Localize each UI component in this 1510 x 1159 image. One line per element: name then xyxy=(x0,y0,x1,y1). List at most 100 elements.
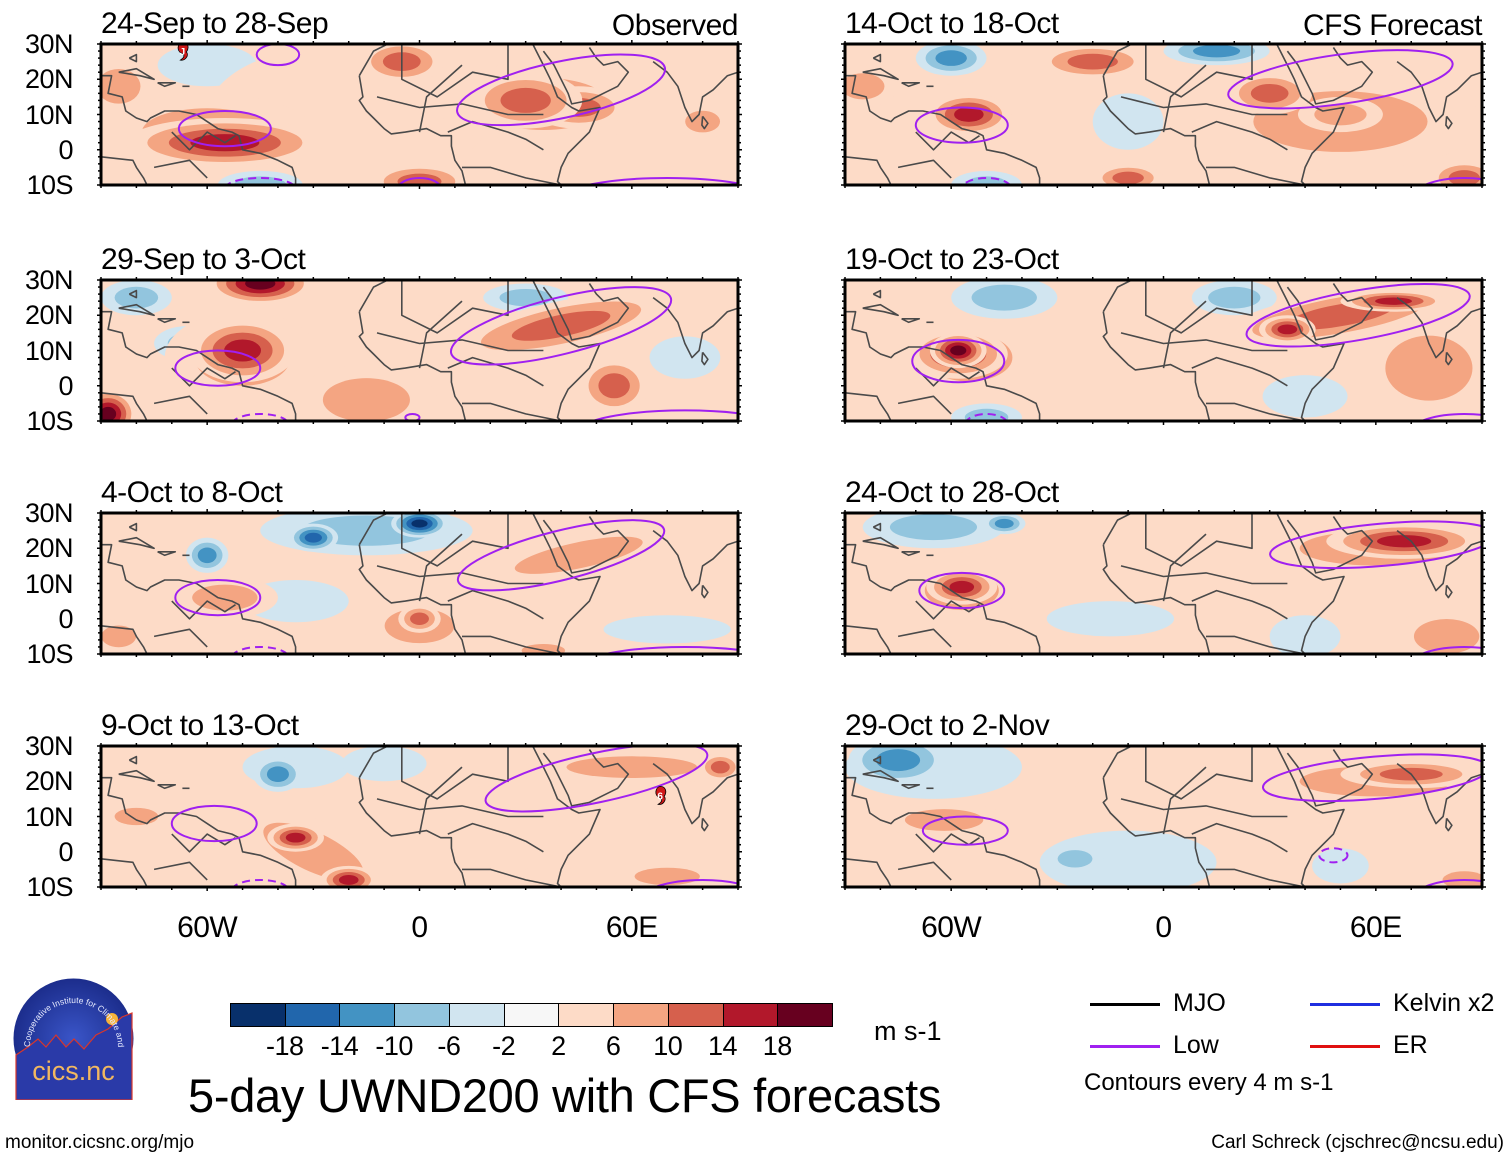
coastline xyxy=(872,53,882,63)
legend-label: Low xyxy=(1173,1031,1219,1059)
coastline xyxy=(1102,544,1211,654)
anomaly-blob xyxy=(521,643,566,654)
anomaly-blob xyxy=(1377,535,1432,548)
x-tick-label: 0 xyxy=(1155,911,1172,944)
low-contour-positive xyxy=(1262,753,1482,802)
anomaly-blob xyxy=(341,746,427,782)
coastline xyxy=(128,755,138,765)
legend-line-kelvin-x2 xyxy=(1310,1003,1380,1006)
coastline xyxy=(153,395,208,415)
anomaly-blob xyxy=(1208,286,1261,309)
panel-title: 19-Oct to 23-Oct xyxy=(845,243,1059,276)
coastline xyxy=(542,47,630,105)
svg-text:6: 6 xyxy=(657,791,663,802)
low-contour-positive xyxy=(583,176,738,185)
coastline xyxy=(1206,868,1306,887)
y-tick-label: 0 xyxy=(58,134,73,165)
anomaly-blob xyxy=(511,310,611,341)
coastline xyxy=(101,310,297,421)
coastline xyxy=(872,755,882,765)
anomaly-blob xyxy=(950,345,967,356)
svg-text:J: J xyxy=(180,47,186,58)
low-contour-negative xyxy=(232,645,289,654)
y-tick-label: 10S xyxy=(26,872,73,902)
coastline xyxy=(447,589,544,620)
coastline xyxy=(418,64,463,133)
coastline xyxy=(1396,762,1482,825)
coastline xyxy=(1191,589,1288,620)
anomaly-blob xyxy=(1046,601,1175,637)
coastline xyxy=(1275,746,1345,887)
coastline xyxy=(157,783,177,790)
colorbar-swatch xyxy=(558,1003,615,1027)
coastline xyxy=(1286,749,1374,807)
low-contour-positive xyxy=(1419,412,1482,421)
panel-tag: CFS Forecast xyxy=(1302,9,1483,42)
anomaly-blob xyxy=(598,373,630,399)
low-contour-positive xyxy=(456,519,666,592)
coastline xyxy=(418,533,463,602)
coastline xyxy=(171,600,236,620)
anomaly-blob xyxy=(266,766,289,783)
anomaly-blob xyxy=(197,547,217,564)
coastline xyxy=(652,529,738,592)
coastline xyxy=(1286,47,1374,105)
coastline xyxy=(376,96,544,116)
coastline xyxy=(358,280,389,313)
footer-url[interactable]: monitor.cicsnc.org/mjo xyxy=(5,1132,195,1153)
low-contour-positive xyxy=(921,815,1009,846)
low-contour-positive xyxy=(404,412,421,421)
colorbar-swatch xyxy=(230,1003,286,1027)
colorbar-swatch xyxy=(339,1003,396,1027)
anomaly-blob xyxy=(935,50,967,66)
coastline xyxy=(400,513,509,567)
anomaly-blob xyxy=(1269,615,1341,654)
coastline xyxy=(128,522,138,532)
coastline xyxy=(358,544,467,654)
anomaly-blob xyxy=(304,532,322,543)
y-tick-label: 10S xyxy=(26,639,73,669)
coastline xyxy=(118,303,155,317)
coastline xyxy=(101,625,148,654)
y-tick-label: 10N xyxy=(24,335,74,366)
coastline xyxy=(171,367,236,387)
cics-logo: Cooperative Institute for Climate and Sa… xyxy=(9,969,135,1101)
coastline xyxy=(901,783,921,790)
y-tick-label: 10S xyxy=(26,170,73,200)
coastline xyxy=(101,776,297,887)
anomaly-blob xyxy=(954,107,984,122)
anomaly-blob xyxy=(1112,171,1144,185)
coastline xyxy=(901,81,921,88)
coastline xyxy=(915,131,980,151)
legend-note: Contours every 4 m s-1 xyxy=(1084,1069,1334,1096)
logo-text: cics.nc xyxy=(32,1056,115,1086)
coastline xyxy=(1162,300,1207,369)
coastline xyxy=(1206,402,1306,421)
coastline xyxy=(1396,296,1482,359)
coastline xyxy=(462,402,562,421)
anomaly-blob xyxy=(285,832,306,843)
coastline xyxy=(462,635,562,654)
coastline xyxy=(915,600,980,620)
coastline xyxy=(157,317,177,324)
low-contour-positive xyxy=(174,578,262,617)
map-panel-p6 xyxy=(841,276,1486,425)
anomaly-blob xyxy=(971,284,1037,311)
coastline xyxy=(872,522,882,532)
low-contour-positive xyxy=(601,645,738,654)
low-contour-positive xyxy=(456,53,667,127)
coastline xyxy=(447,356,544,387)
anomaly-blob xyxy=(1039,830,1217,887)
coastline xyxy=(101,543,297,654)
coastline xyxy=(845,392,892,421)
map-panel-p1: J xyxy=(97,40,742,189)
low-contour-positive xyxy=(911,338,1006,384)
y-tick-label: 0 xyxy=(58,836,73,867)
coastline xyxy=(171,833,236,853)
coastline xyxy=(845,776,1041,887)
anomaly-blob xyxy=(1413,619,1480,654)
coastline xyxy=(862,67,899,81)
x-tick-label: 60E xyxy=(605,911,658,944)
coastline xyxy=(157,81,177,88)
anomaly-blob xyxy=(1067,53,1118,70)
